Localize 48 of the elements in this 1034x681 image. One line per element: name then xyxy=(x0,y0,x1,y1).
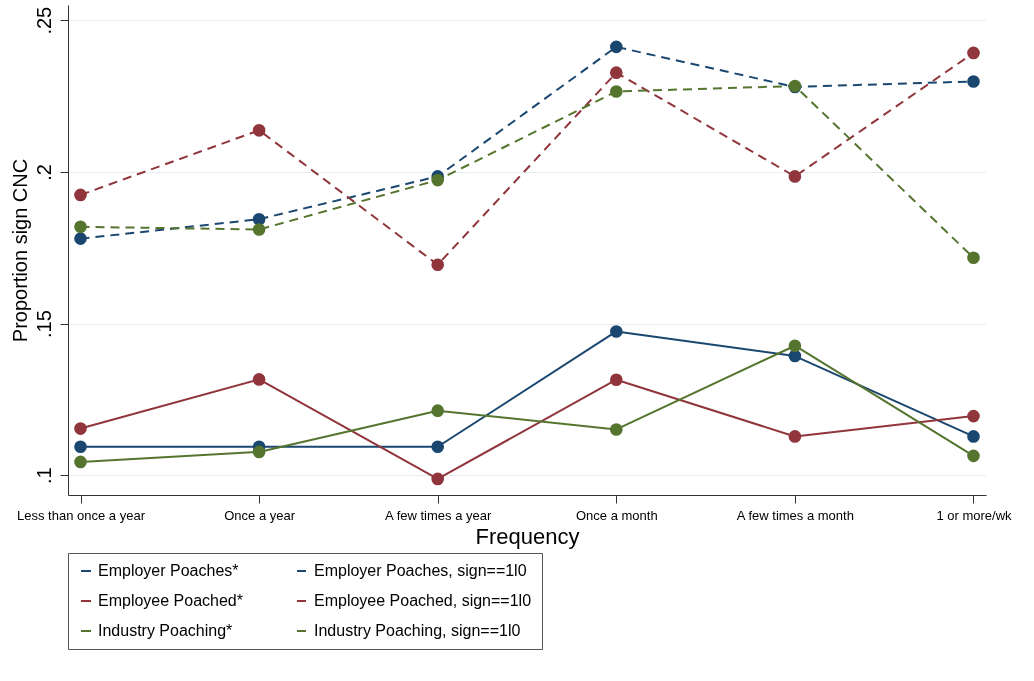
legend-label: Industry Poaching* xyxy=(98,622,233,639)
x-tick-label: Less than once a year xyxy=(17,507,146,523)
x-tick-label: 1 or more/wk xyxy=(936,507,1013,523)
point xyxy=(609,373,623,387)
point xyxy=(967,46,980,60)
point xyxy=(431,440,445,454)
point xyxy=(609,423,623,436)
legend-label: Employer Poaches, sign==1l0 xyxy=(314,562,527,579)
point xyxy=(609,40,623,54)
y-tick-label: .2 xyxy=(32,164,55,181)
point xyxy=(252,445,266,459)
y-tick-label: .25 xyxy=(32,6,55,35)
point xyxy=(431,258,445,272)
point xyxy=(74,440,87,454)
point xyxy=(74,422,87,435)
y-axis-title: Proportion sign CNC xyxy=(8,158,31,343)
legend-label: Industry Poaching, sign==1l0 xyxy=(314,622,521,639)
point xyxy=(967,75,980,88)
point xyxy=(74,188,87,202)
point xyxy=(74,220,87,234)
x-axis-title: Frequency xyxy=(475,523,580,549)
point xyxy=(74,232,87,245)
y-tick-label: .15 xyxy=(32,310,55,338)
point xyxy=(609,66,623,79)
point xyxy=(967,409,980,423)
x-tick-label: A few times a year xyxy=(385,507,492,523)
point xyxy=(431,173,445,187)
point xyxy=(252,123,266,137)
point xyxy=(609,325,623,338)
point xyxy=(788,430,802,443)
legend-label: Employee Poached* xyxy=(98,592,243,609)
point xyxy=(252,223,266,236)
x-tick-label: Once a year xyxy=(224,507,296,523)
point xyxy=(967,449,980,463)
point xyxy=(788,170,802,183)
y-tick-label: .1 xyxy=(32,467,55,485)
point xyxy=(431,472,445,486)
point xyxy=(967,251,980,265)
x-tick-label: A few times a month xyxy=(736,507,854,523)
legend-label: Employer Poaches* xyxy=(98,562,239,579)
point xyxy=(967,430,980,443)
x-tick-label: Once a month xyxy=(575,507,658,523)
point xyxy=(252,373,266,386)
point xyxy=(788,339,802,353)
point xyxy=(431,404,445,417)
legend-label: Employee Poached, sign==1l0 xyxy=(314,592,532,609)
point xyxy=(74,455,87,469)
point xyxy=(609,85,623,98)
